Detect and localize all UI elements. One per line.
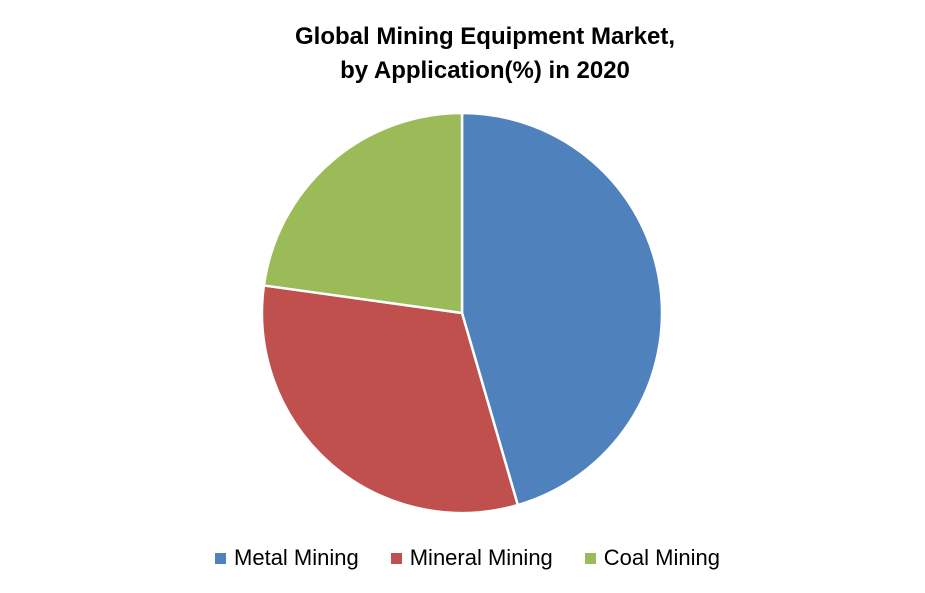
legend-item-metal-mining: Metal Mining <box>215 545 359 571</box>
legend-label: Metal Mining <box>234 545 359 570</box>
pie-slice-coal-mining <box>262 111 464 315</box>
legend-swatch <box>390 552 402 564</box>
legend-swatch <box>215 552 227 564</box>
legend-label: Mineral Mining <box>409 545 553 570</box>
legend-swatch <box>584 552 596 564</box>
chart-title: Global Mining Equipment Market, by Appli… <box>0 20 925 88</box>
legend-item-coal-mining: Coal Mining <box>584 545 720 571</box>
chart-title-line2: by Application(%) in 2020 <box>340 57 630 84</box>
legend-item-mineral-mining: Mineral Mining <box>390 545 553 571</box>
legend: Metal Mining Mineral Mining Coal Mining <box>0 545 925 571</box>
legend-label: Coal Mining <box>603 545 720 570</box>
chart-title-line1: Global Mining Equipment Market, <box>294 23 675 50</box>
pie-slice-metal-mining <box>460 111 664 507</box>
pie-slice-mineral-mining <box>260 284 520 515</box>
